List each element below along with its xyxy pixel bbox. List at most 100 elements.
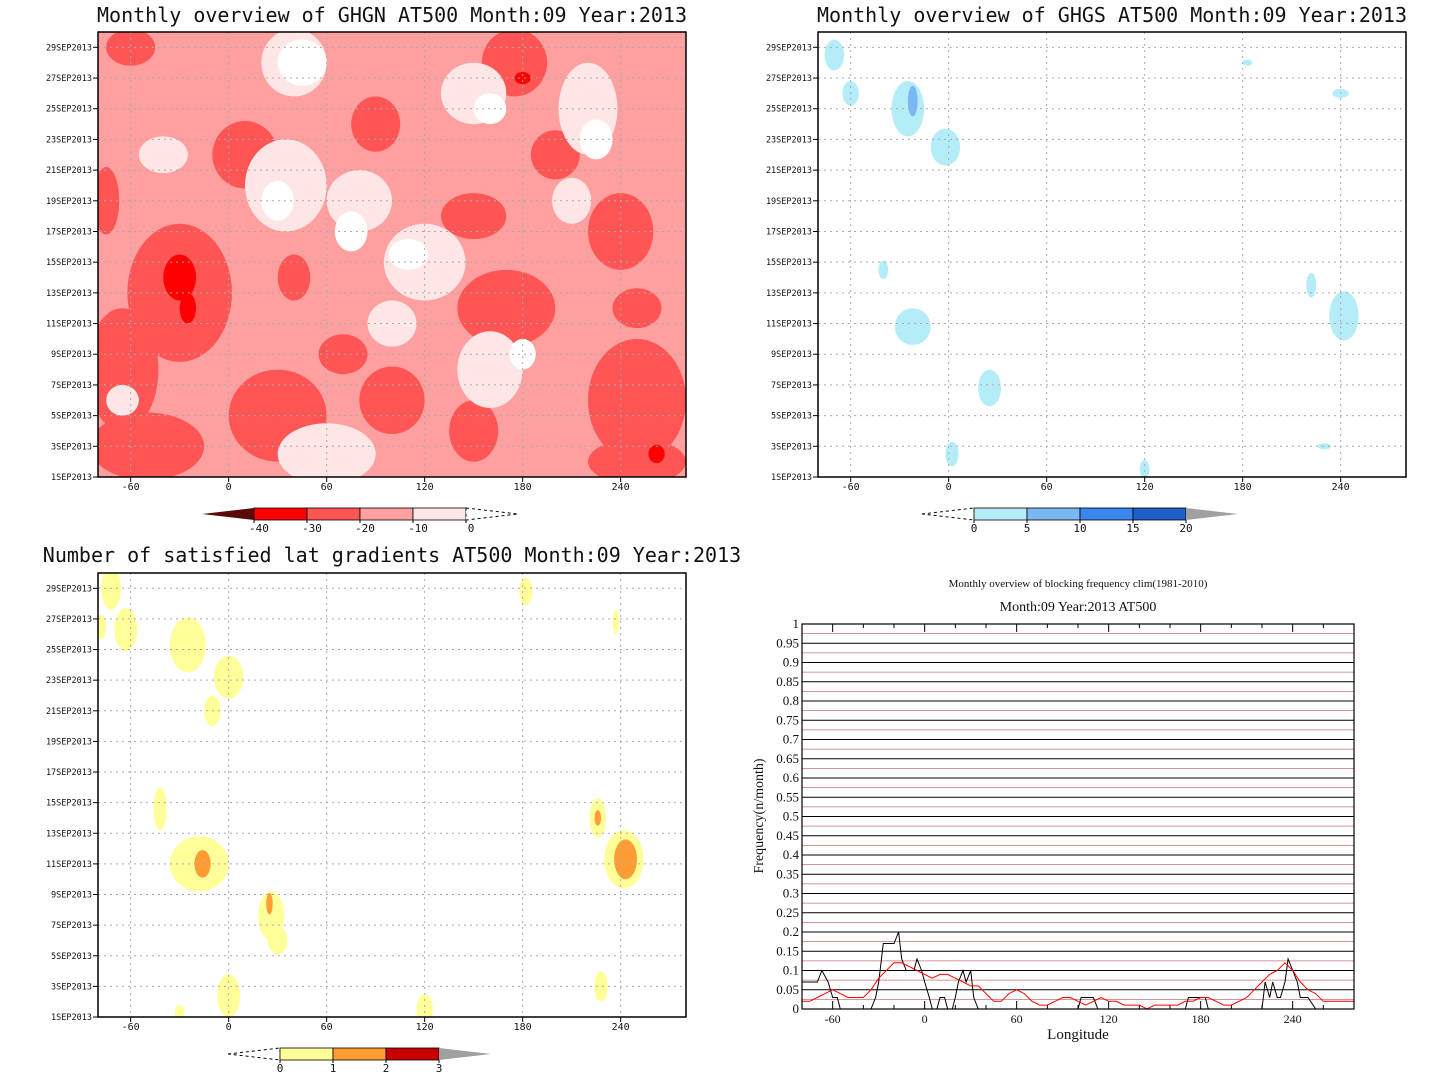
contour-blob	[588, 338, 686, 462]
y-tick-label: 0.1	[783, 963, 799, 978]
y-tick-label: 23SEP2013	[46, 135, 92, 145]
chart-title: Monthly overview of GHGN AT500 Month:09 …	[97, 3, 687, 27]
y-tick-label: 3SEP2013	[51, 982, 92, 992]
contour-blob	[930, 128, 961, 166]
y-tick-label: 29SEP2013	[766, 43, 812, 53]
y-tick-label: 0.8	[783, 693, 799, 708]
plot-frame	[801, 623, 1355, 1010]
contour-blob	[588, 438, 686, 477]
x-tick-label: 60	[321, 1022, 333, 1033]
contour-blob	[824, 39, 845, 71]
contour-blob	[449, 400, 499, 462]
colorbar-label: 2	[383, 1062, 390, 1075]
y-tick-label: 0.35	[776, 866, 799, 881]
contour-blob	[614, 839, 637, 880]
contour-blob	[530, 130, 580, 180]
y-tick-label: 7SEP2013	[51, 381, 92, 391]
colorbar-right-arrow	[1186, 508, 1238, 520]
colorbar-segment	[412, 507, 467, 521]
y-tick-label: 0.95	[776, 635, 799, 650]
colorbar-label: 10	[1073, 522, 1086, 535]
contour-blob	[594, 810, 602, 826]
x-tick-label: 60	[1041, 482, 1053, 493]
colorbar-segment	[306, 507, 361, 521]
plot-frame	[97, 31, 687, 478]
plot-frame	[817, 31, 1407, 478]
y-tick-label: 0.6	[783, 770, 800, 785]
contour-blob	[179, 292, 196, 324]
x-tick-label: 180	[1192, 1012, 1210, 1026]
contour-blob	[648, 444, 665, 464]
x-tick-label: 180	[1234, 482, 1252, 493]
colorbar-label: -40	[249, 522, 269, 535]
y-tick-label: 9SEP2013	[51, 891, 92, 901]
y-tick-label: 17SEP2013	[766, 227, 812, 237]
y-tick-label: 15SEP2013	[46, 799, 92, 809]
y-tick-label: 27SEP2013	[766, 74, 812, 84]
contour-blob	[261, 180, 294, 221]
contour-blob	[318, 334, 368, 375]
line-chart-panel: Monthly overview of blocking frequency c…	[752, 578, 1355, 1043]
y-tick-label: 23SEP2013	[766, 135, 812, 145]
contour-blob	[907, 85, 918, 117]
contour-blob	[217, 974, 241, 1017]
contour-blob	[106, 32, 156, 66]
x-tick-label: 120	[1100, 1012, 1118, 1026]
contour-blob	[594, 971, 608, 1002]
y-tick-label: 0.5	[783, 809, 799, 824]
colorbar-1: 0 5 10 15 20	[921, 507, 1238, 535]
x-tick-label: 0	[226, 482, 232, 493]
y-tick-label: 0.3	[783, 886, 799, 901]
colorbar-right-arrow	[439, 1048, 491, 1060]
series-line-1	[802, 962, 1354, 1010]
y-tick-label: 9SEP2013	[51, 350, 92, 360]
y-tick-label: 0.9	[783, 655, 799, 670]
contour-blob	[1242, 59, 1253, 66]
y-tick-label: 19SEP2013	[766, 197, 812, 207]
y-tick-label: 15SEP2013	[766, 258, 812, 268]
y-tick-label: 0.85	[776, 674, 799, 689]
x-tick-label: 0	[226, 1022, 232, 1033]
y-tick-label: 0.25	[776, 905, 799, 920]
y-tick-label: 29SEP2013	[46, 43, 92, 53]
contour-blob	[174, 1004, 185, 1017]
x-tick-label: 120	[1136, 482, 1154, 493]
chart-title: Monthly overview of blocking frequency c…	[949, 578, 1208, 590]
colorbar-label: -20	[355, 522, 375, 535]
x-tick-label: 120	[416, 482, 434, 493]
y-tick-label: 9SEP2013	[771, 350, 812, 360]
y-tick-label: 5SEP2013	[51, 952, 92, 962]
contour-blob	[98, 167, 120, 235]
contour-blob	[441, 193, 507, 240]
contour-fills	[98, 573, 644, 1017]
x-tick-label: 60	[1011, 1012, 1023, 1026]
contour-blob	[213, 655, 244, 699]
colorbar-left-arrow	[202, 508, 254, 520]
heatmap-panel-2: Number of satisfied lat gradients AT500 …	[43, 543, 741, 1033]
y-tick-label: 3SEP2013	[51, 442, 92, 452]
x-tick-label: 240	[1284, 1012, 1302, 1026]
y-tick-label: 0.7	[783, 732, 800, 747]
contour-blob	[106, 384, 139, 416]
contour-blob	[169, 617, 206, 673]
colorbar-label: 0	[971, 522, 978, 535]
contour-blob	[1306, 272, 1317, 298]
contour-fills	[98, 32, 686, 477]
chart-title: Monthly overview of GHGS AT500 Month:09 …	[817, 3, 1407, 27]
colorbar-left-arrow	[921, 507, 975, 521]
colorbar-segment	[385, 1047, 440, 1061]
contour-blob	[266, 892, 273, 915]
x-tick-label: 180	[514, 1022, 532, 1033]
x-tick-label: 240	[1332, 482, 1350, 493]
contour-blob	[509, 338, 536, 370]
x-tick-label: -60	[122, 1022, 140, 1033]
y-tick-label: 1	[793, 616, 800, 631]
y-tick-label: 0.05	[776, 982, 799, 997]
contour-blob	[1317, 443, 1331, 450]
colorbar-2: 0 1 2 3	[227, 1047, 491, 1075]
colorbar-label: 1	[330, 1062, 337, 1075]
heatmap-panel-1: Monthly overview of GHGS AT500 Month:09 …	[766, 3, 1407, 493]
x-tick-label: 120	[416, 1022, 434, 1033]
colorbar-segment	[253, 507, 308, 521]
y-tick-label: 0.15	[776, 943, 799, 958]
